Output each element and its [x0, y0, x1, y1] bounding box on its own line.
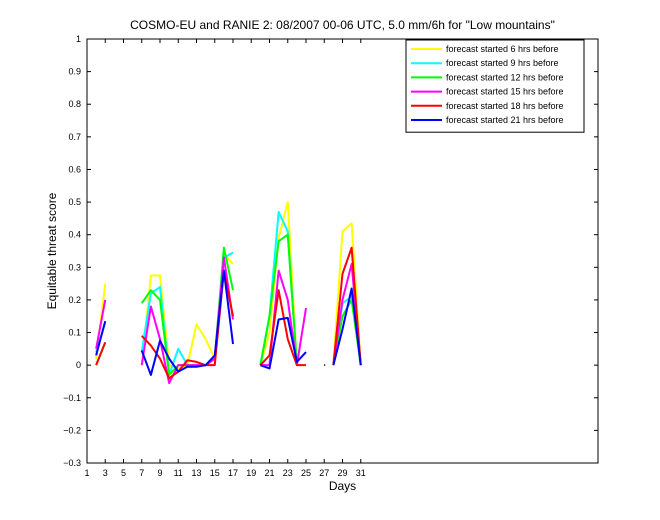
y-tick-label: 0	[76, 360, 81, 370]
x-axis-label: Days	[329, 479, 356, 493]
y-tick-label: 0.5	[68, 197, 81, 207]
x-tick-label: 31	[356, 468, 366, 478]
x-tick-label: 23	[283, 468, 293, 478]
series-line-4	[95, 256, 362, 385]
y-tick-label: 0.4	[68, 230, 81, 240]
chart-title: COSMO-EU and RANIE 2: 08/2007 00-06 UTC,…	[130, 18, 555, 32]
x-tick-label: 7	[139, 468, 144, 478]
y-axis-label: Equitable threat score	[45, 192, 59, 309]
y-tick-label: −0.3	[63, 458, 81, 468]
legend-box	[405, 39, 585, 133]
series-layer	[95, 201, 362, 385]
legend-entry: forecast started 21 hrs before	[446, 115, 564, 125]
x-tick-label: 5	[121, 468, 126, 478]
y-tick-label: 0.6	[68, 164, 81, 174]
series-line-6	[95, 269, 362, 376]
y-tick-label: 1	[76, 34, 81, 44]
legend: forecast started 6 hrs before forecast st…	[405, 39, 585, 133]
x-tick-label: 13	[191, 468, 201, 478]
x-tick-label: 27	[319, 468, 329, 478]
legend-entry: forecast started 6 hrs before	[446, 44, 559, 54]
x-tick-label: 9	[157, 468, 162, 478]
x-tick-label: 17	[228, 468, 238, 478]
x-axis-ticks: 1 3 5 7 9 11 13 15 17 19 21 23 25 27 29 31	[84, 39, 366, 478]
y-tick-label: 0.7	[68, 132, 81, 142]
y-tick-label: 0.9	[68, 67, 81, 77]
series-line-5	[95, 246, 362, 380]
y-tick-label: −0.2	[63, 425, 81, 435]
legend-entry: forecast started 9 hrs before	[446, 58, 559, 68]
legend-entry: forecast started 12 hrs before	[446, 72, 564, 82]
y-tick-label: 0.8	[68, 99, 81, 109]
legend-entry: forecast started 15 hrs before	[446, 87, 564, 97]
x-tick-label: 1	[84, 468, 89, 478]
y-tick-label: 0.1	[68, 328, 81, 338]
y-axis-ticks: −0.3 −0.2 −0.1 0 0.1 0.2 0.3 0.4 0.5 0.6 0.7 0.8 0.9…	[63, 34, 598, 468]
y-tick-label: 0.3	[68, 262, 81, 272]
x-tick-label: 29	[337, 468, 347, 478]
legend-entry: forecast started 18 hrs before	[446, 101, 564, 111]
x-tick-label: 19	[246, 468, 256, 478]
x-tick-label: 11	[174, 468, 183, 478]
x-tick-label: 15	[210, 468, 220, 478]
x-tick-label: 25	[301, 468, 311, 478]
x-tick-label: 3	[103, 468, 108, 478]
y-tick-label: 0.2	[68, 295, 81, 305]
y-tick-label: −0.1	[63, 393, 81, 403]
x-tick-label: 21	[264, 468, 274, 478]
